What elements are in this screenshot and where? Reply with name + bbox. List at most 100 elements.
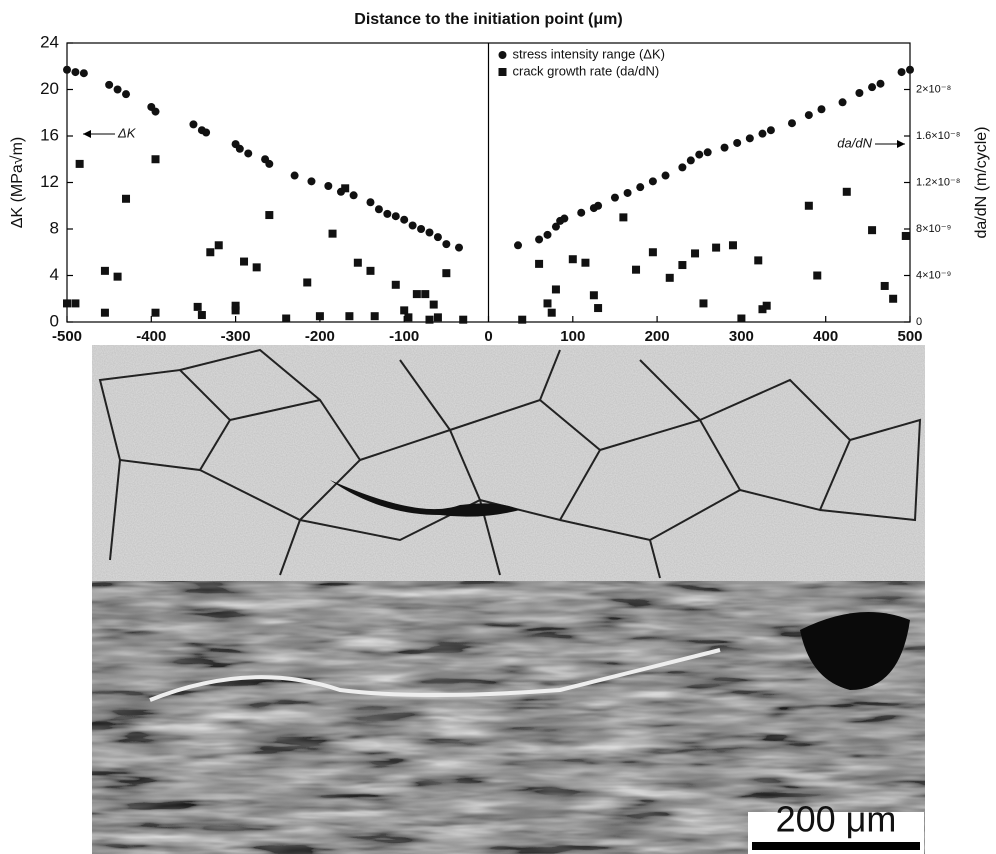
annotation-arrowhead	[897, 140, 905, 148]
circle-point	[817, 105, 826, 114]
y-tick-label: 0	[50, 311, 59, 330]
circle-point	[758, 129, 767, 138]
circle-point	[408, 221, 417, 230]
x-tick-label: -200	[305, 328, 335, 345]
square-point	[589, 291, 598, 300]
square-point	[551, 285, 560, 294]
square-point	[762, 301, 771, 310]
circle-point	[787, 119, 796, 128]
circle-point	[417, 225, 426, 233]
circle-point	[678, 163, 687, 172]
x-tick-label: -300	[221, 328, 251, 345]
circle-point	[151, 107, 160, 116]
circle-point	[202, 128, 211, 137]
square-point	[391, 280, 400, 289]
square-point	[341, 184, 350, 193]
circle-point	[79, 69, 88, 78]
circle-point	[442, 240, 451, 249]
x-tick-label: 0	[484, 328, 492, 345]
circle-point	[391, 212, 400, 221]
scale-bar	[752, 842, 920, 850]
circle-point	[648, 177, 657, 186]
square-point	[412, 290, 421, 299]
circle-point	[695, 150, 704, 159]
square-point	[151, 308, 160, 317]
circle-point	[71, 68, 80, 77]
legend-marker	[498, 68, 507, 76]
circle-point	[838, 98, 847, 107]
legend-marker	[498, 51, 507, 59]
circle-point	[63, 65, 71, 74]
micrograph-bottom	[92, 581, 925, 854]
square-point	[632, 265, 641, 274]
square-point	[151, 155, 160, 164]
circle-point	[855, 88, 864, 97]
y-axis-label: ΔK (MPa√m)	[9, 137, 26, 228]
y2-tick-label: 4×10⁻⁹	[916, 269, 951, 281]
square-point	[193, 302, 202, 311]
square-point	[535, 259, 544, 268]
square-point	[122, 194, 131, 203]
circle-point	[535, 235, 544, 244]
circle-point	[868, 83, 877, 92]
circle-point	[189, 120, 198, 129]
circle-point	[720, 143, 729, 152]
square-point	[880, 281, 889, 290]
annotation: da/dN	[837, 135, 872, 150]
square-point	[421, 290, 430, 299]
micrograph-top	[92, 345, 925, 581]
y2-tick-label: 1.6×10⁻⁸	[916, 130, 960, 142]
square-point	[594, 304, 603, 313]
square-point	[728, 241, 737, 250]
x-tick-label: 400	[813, 328, 838, 345]
y2-tick-label: 2×10⁻⁸	[916, 83, 951, 95]
square-point	[581, 258, 590, 267]
circle-point	[733, 138, 742, 147]
circle-point	[543, 230, 552, 239]
chart-title: Distance to the initiation point (μm)	[354, 11, 622, 28]
square-point	[518, 315, 527, 324]
circle-point	[906, 65, 914, 74]
y2-tick-label: 8×10⁻⁹	[916, 223, 951, 235]
y-tick-label: 24	[40, 32, 59, 51]
y2-axis-label: da/dN (m/cycle)	[973, 126, 990, 238]
square-point	[868, 226, 877, 235]
legend-label: stress intensity range (ΔK)	[513, 46, 665, 61]
circle-point	[623, 188, 632, 197]
square-point	[712, 243, 721, 252]
y2-tick-label: 0	[916, 316, 922, 328]
y-tick-label: 20	[40, 79, 59, 98]
x-tick-label: -500	[52, 328, 82, 345]
circle-point	[122, 90, 131, 99]
square-point	[429, 300, 438, 309]
square-point	[425, 315, 434, 324]
square-point	[197, 311, 206, 320]
x-tick-label: -100	[389, 328, 419, 345]
square-point	[63, 299, 71, 308]
circle-point	[244, 149, 253, 158]
circle-point	[400, 215, 409, 224]
square-point	[459, 315, 468, 324]
circle-point	[551, 222, 560, 231]
circle-point	[703, 148, 712, 157]
circle-point	[113, 85, 122, 94]
square-point	[648, 248, 657, 257]
square-point	[206, 248, 215, 257]
circle-point	[804, 111, 813, 120]
circle-point	[307, 177, 316, 186]
scale-bar-label: 200 μm	[776, 799, 897, 840]
square-point	[813, 271, 822, 280]
x-tick-label: 100	[560, 328, 585, 345]
square-point	[366, 266, 375, 275]
circle-point	[766, 126, 775, 135]
circle-point	[366, 198, 375, 207]
square-point	[543, 299, 552, 308]
square-point	[75, 159, 84, 168]
square-point	[404, 313, 413, 322]
x-tick-label: 200	[645, 328, 670, 345]
annotation: ΔK	[117, 125, 137, 140]
y2-tick-label: 1.2×10⁻⁸	[916, 176, 960, 188]
circle-point	[661, 171, 670, 180]
square-point	[303, 278, 312, 287]
